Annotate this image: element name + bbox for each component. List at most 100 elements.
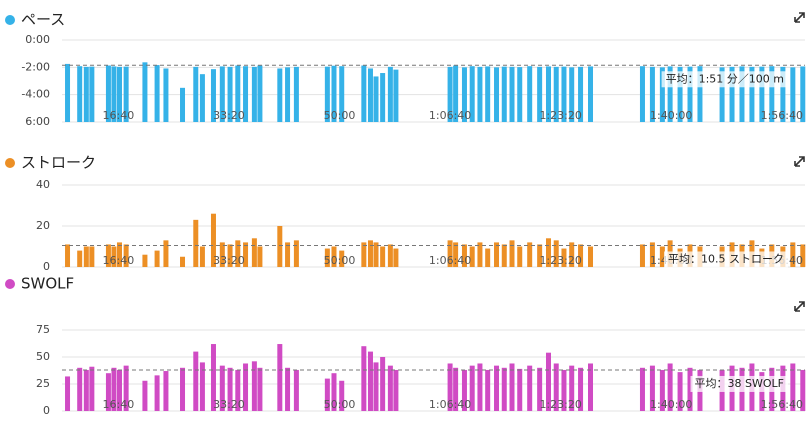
bar — [649, 365, 655, 411]
bar — [569, 67, 575, 122]
bar — [545, 66, 551, 122]
bar — [387, 66, 393, 122]
bar — [649, 242, 655, 267]
bar — [461, 244, 467, 267]
bar — [790, 67, 796, 122]
chart-title: ストローク — [21, 154, 96, 172]
bar — [569, 365, 575, 411]
legend-dot — [5, 279, 15, 289]
bar — [639, 367, 645, 411]
bar — [193, 219, 199, 267]
bar — [293, 66, 299, 122]
bar — [509, 66, 515, 122]
bar — [659, 246, 665, 267]
bar — [485, 248, 491, 267]
y-tick-label: 6:00 — [25, 115, 50, 128]
legend-dot — [5, 15, 15, 25]
bar — [367, 240, 373, 267]
bar — [123, 244, 129, 267]
bar — [501, 367, 507, 411]
x-tick-label: 16:40 — [103, 254, 135, 267]
bar — [277, 344, 283, 411]
bar — [687, 367, 693, 411]
bar — [257, 246, 263, 267]
bar — [219, 365, 225, 411]
bar — [749, 66, 755, 122]
bar — [588, 66, 594, 122]
bar — [367, 351, 373, 411]
bar — [163, 68, 169, 122]
x-tick-label: 1:40:00 — [650, 109, 692, 122]
bar — [142, 254, 148, 267]
bar — [83, 369, 89, 411]
bar — [588, 363, 594, 411]
x-tick-label: 33:20 — [213, 398, 245, 411]
average-label-bg — [661, 71, 788, 88]
bar — [324, 248, 330, 267]
y-tick-label: 0 — [43, 260, 50, 273]
expand-icon[interactable] — [794, 301, 805, 312]
chart: ストローク0204016:4033:2050:001:06:401:23:201… — [5, 154, 806, 273]
bar — [759, 66, 765, 122]
bar — [380, 73, 386, 122]
bar — [578, 367, 584, 411]
bar — [123, 365, 129, 411]
bar — [116, 242, 122, 267]
bar — [331, 246, 337, 267]
expand-icon[interactable] — [794, 156, 805, 167]
bar — [339, 250, 345, 267]
bar — [373, 362, 379, 411]
x-tick-label: 33:20 — [213, 254, 245, 267]
bar — [83, 66, 89, 122]
bar — [361, 65, 367, 122]
x-tick-label: 33:20 — [213, 109, 245, 122]
bar — [687, 66, 693, 122]
bar — [447, 363, 453, 411]
bar — [461, 369, 467, 411]
bar — [324, 378, 330, 411]
bar — [537, 367, 543, 411]
bar — [569, 242, 575, 267]
bar — [387, 365, 393, 411]
bar — [251, 238, 257, 267]
y-tick-label: 25 — [36, 377, 50, 390]
bar — [469, 246, 475, 267]
average-label-bg — [690, 375, 788, 392]
bar — [111, 66, 117, 122]
x-tick-label: 1:56:40 — [761, 109, 803, 122]
bar — [780, 66, 786, 122]
bar — [537, 244, 543, 267]
bar — [180, 367, 186, 411]
bar — [89, 246, 95, 267]
average-label: 平均：10.5 ストローク — [668, 252, 784, 265]
bar — [339, 66, 345, 122]
bar — [509, 363, 515, 411]
x-tick-label: 1:06:40 — [429, 254, 471, 267]
bar — [800, 244, 806, 267]
bar — [210, 344, 216, 411]
bar — [116, 369, 122, 411]
bar — [800, 66, 806, 122]
bar — [517, 67, 523, 122]
bar — [210, 213, 216, 267]
bar — [154, 250, 160, 267]
x-tick-label: 50:00 — [324, 109, 356, 122]
bar — [243, 363, 249, 411]
bar — [485, 369, 491, 411]
bar — [697, 66, 703, 122]
bar — [494, 67, 500, 122]
bar — [373, 76, 379, 122]
bar — [105, 244, 111, 267]
bar — [193, 351, 199, 411]
bar — [553, 240, 559, 267]
bar — [235, 369, 241, 411]
bar — [180, 256, 186, 267]
bar — [373, 242, 379, 267]
x-tick-label: 1:23:20 — [539, 398, 581, 411]
expand-icon[interactable] — [794, 12, 805, 23]
bar — [553, 363, 559, 411]
bar — [111, 246, 117, 267]
bar — [123, 66, 129, 122]
bar — [545, 238, 551, 267]
